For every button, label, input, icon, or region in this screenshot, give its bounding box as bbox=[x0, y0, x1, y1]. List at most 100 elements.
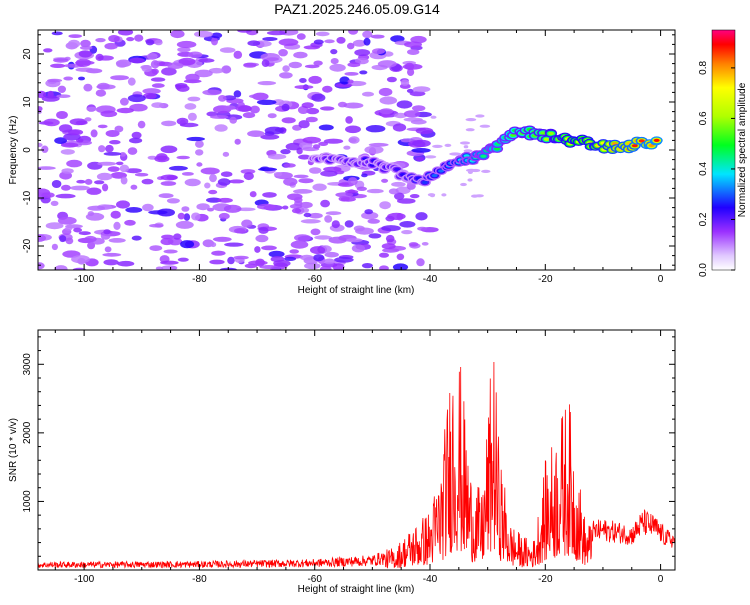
heatmap-cell bbox=[312, 144, 321, 149]
heatmap-cell bbox=[355, 227, 374, 235]
heatmap-cell bbox=[381, 178, 389, 183]
heatmap-cell bbox=[298, 120, 310, 129]
heatmap-cell bbox=[241, 219, 253, 228]
heatmap-cell bbox=[313, 60, 323, 66]
heatmap-cell bbox=[430, 115, 437, 119]
x-tick-label: -80 bbox=[192, 574, 207, 585]
colorbar-tick-label: 0.4 bbox=[698, 162, 709, 176]
y-tick-label: 20 bbox=[22, 48, 33, 60]
heatmap-cell bbox=[110, 210, 121, 219]
heatmap-cell bbox=[105, 130, 120, 137]
heatmap-cell bbox=[255, 234, 269, 243]
heatmap-cell bbox=[224, 105, 236, 110]
heatmap-cell bbox=[410, 119, 427, 125]
heatmap-cell bbox=[309, 167, 322, 174]
heatmap-cell bbox=[184, 178, 201, 187]
heatmap-cell bbox=[127, 147, 138, 155]
heatmap-ylabel: Frequency (Hz) bbox=[8, 116, 19, 185]
x-tick-label: -20 bbox=[538, 574, 553, 585]
heatmap-cell bbox=[258, 167, 278, 172]
heatmap-cell bbox=[465, 118, 477, 122]
heatmap-cell bbox=[368, 233, 382, 239]
heatmap-cell bbox=[209, 174, 217, 183]
heatmap-cell bbox=[364, 209, 374, 215]
heatmap-cell bbox=[95, 89, 107, 97]
heatmap-cell bbox=[329, 63, 346, 72]
heatmap-cell bbox=[143, 92, 157, 100]
heatmap-cell bbox=[63, 76, 74, 81]
colorbar-tick-label: 0.6 bbox=[698, 111, 709, 125]
heatmap-cell bbox=[390, 35, 405, 43]
heatmap-cell bbox=[187, 51, 203, 59]
heatmap-cell bbox=[170, 30, 185, 39]
heatmap-cell bbox=[79, 45, 93, 50]
heatmap-cell bbox=[178, 57, 196, 66]
heatmap-cell bbox=[381, 243, 396, 250]
heatmap-cell bbox=[249, 191, 257, 198]
x-tick-label: 0 bbox=[658, 574, 664, 585]
heatmap-cell bbox=[345, 189, 359, 194]
heatmap-cell bbox=[347, 42, 355, 50]
heatmap-cell bbox=[59, 235, 67, 243]
heatmap-cell bbox=[242, 112, 256, 119]
heatmap-cell bbox=[351, 244, 365, 253]
heatmap-cell bbox=[43, 48, 53, 53]
heatmap-cell bbox=[290, 240, 309, 249]
heatmap-cell bbox=[38, 262, 45, 270]
heatmap-cell bbox=[38, 234, 46, 242]
heatmap-cell bbox=[387, 212, 406, 220]
heatmap-cell bbox=[262, 192, 277, 198]
heatmap-cell bbox=[408, 242, 419, 247]
heatmap-cell bbox=[362, 30, 373, 39]
heatmap-cell bbox=[114, 125, 124, 133]
heatmap-cell bbox=[397, 198, 416, 204]
heatmap-cell bbox=[548, 131, 555, 136]
y-tick-label: 10 bbox=[22, 96, 33, 108]
x-tick-label: -100 bbox=[74, 274, 94, 285]
heatmap-cell bbox=[260, 134, 280, 140]
heatmap-cell bbox=[320, 170, 338, 177]
heatmap-cell bbox=[237, 30, 252, 33]
heatmap-cell bbox=[386, 76, 397, 83]
heatmap-cell bbox=[314, 235, 332, 240]
heatmap-cell bbox=[85, 212, 105, 221]
heatmap-cell bbox=[379, 265, 389, 270]
heatmap-cell bbox=[331, 220, 340, 229]
heatmap-cell bbox=[84, 235, 97, 243]
heatmap-cell bbox=[65, 237, 74, 245]
heatmap-cell bbox=[154, 155, 170, 163]
heatmap-cell bbox=[305, 116, 318, 123]
heatmap-cell bbox=[379, 96, 398, 105]
heatmap-cell bbox=[187, 96, 201, 102]
heatmap-cell bbox=[173, 233, 182, 240]
heatmap-cell bbox=[438, 169, 444, 173]
heatmap-cell bbox=[298, 154, 311, 160]
heatmap-cell bbox=[227, 256, 235, 265]
heatmap-cell bbox=[204, 182, 211, 189]
heatmap-cell bbox=[211, 250, 226, 256]
heatmap-cell bbox=[391, 181, 406, 187]
heatmap-cell bbox=[381, 225, 401, 232]
colorbar-tick-label: 0.0 bbox=[698, 263, 709, 277]
heatmap-cell bbox=[70, 185, 90, 191]
heatmap-cell bbox=[412, 139, 431, 148]
heatmap-cell bbox=[97, 124, 108, 129]
heatmap-cell bbox=[214, 124, 228, 132]
heatmap-cell bbox=[177, 257, 189, 262]
heatmap-cell bbox=[481, 169, 491, 173]
heatmap-cell bbox=[313, 254, 325, 262]
heatmap-cell bbox=[283, 177, 298, 186]
heatmap-cell bbox=[407, 49, 420, 55]
heatmap-cell bbox=[108, 238, 126, 243]
heatmap-cell bbox=[137, 120, 146, 129]
heatmap-cell bbox=[120, 176, 128, 185]
heatmap-cell bbox=[71, 255, 90, 264]
heatmap-cell bbox=[343, 145, 351, 150]
heatmap-cell bbox=[176, 117, 189, 125]
heatmap-cell bbox=[207, 207, 214, 212]
heatmap-cell bbox=[161, 234, 174, 240]
heatmap-cell bbox=[130, 184, 138, 190]
heatmap-cell bbox=[247, 130, 265, 137]
heatmap-cell bbox=[154, 39, 163, 46]
